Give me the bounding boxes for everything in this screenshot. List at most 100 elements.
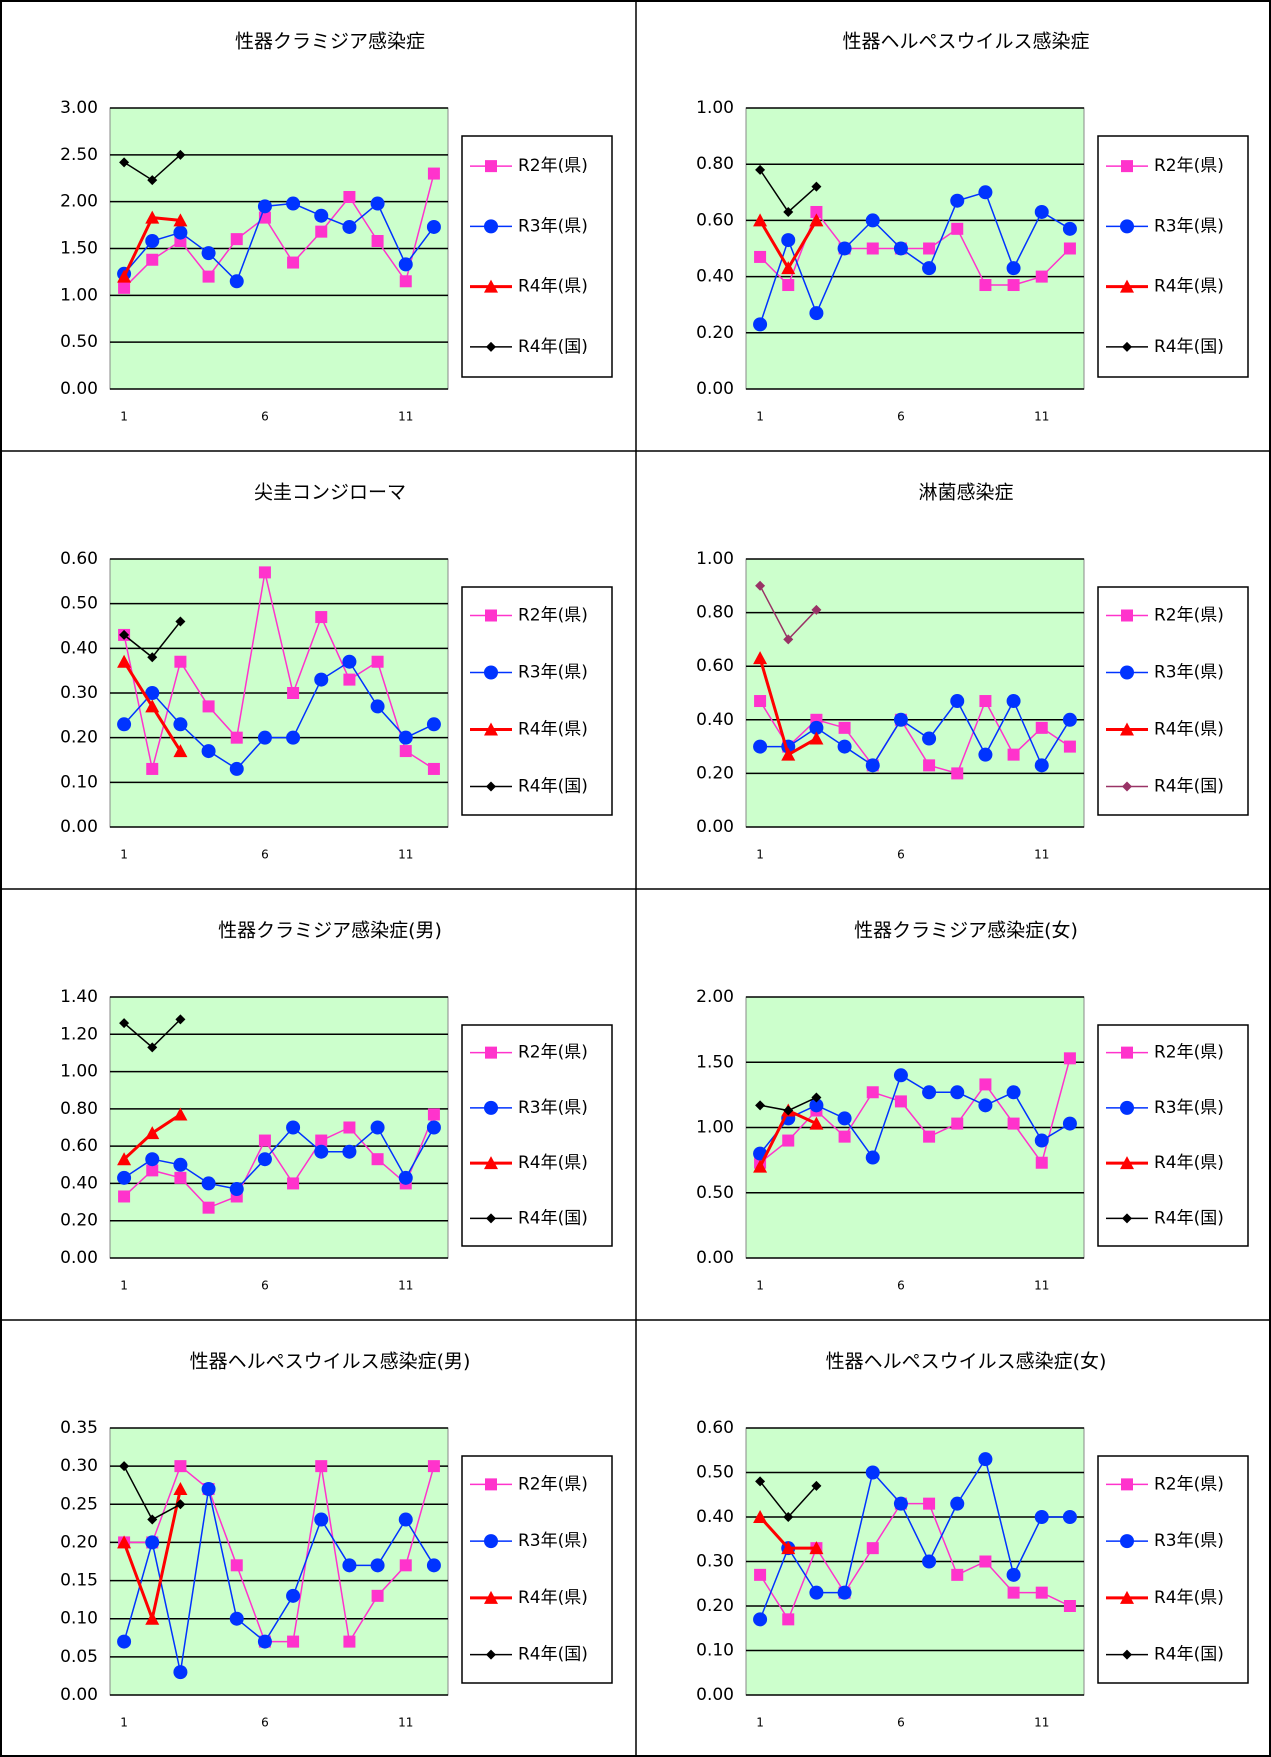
series-line	[123, 1488, 435, 1673]
chart-title: 性器クラミジア感染症(女)	[854, 920, 1078, 942]
marker	[1034, 204, 1049, 219]
marker	[951, 1568, 964, 1581]
chart-panel: 性器ヘルペスウイルス感染症(男) 0.00 0.05 0.10 0.15 0.20 0.25…	[60, 1351, 613, 1730]
marker	[173, 1107, 188, 1121]
marker	[257, 1152, 272, 1167]
y-tick-label: 1.50	[696, 1052, 734, 1072]
x-tick-label: 6	[261, 410, 269, 424]
marker	[1007, 748, 1020, 761]
marker	[753, 317, 768, 332]
marker	[371, 1153, 384, 1166]
marker	[781, 747, 796, 761]
y-tick-label: 0.50	[696, 1463, 734, 1483]
marker	[258, 1134, 271, 1147]
x-tick-label: 11	[1034, 1279, 1049, 1293]
y-tick-label: 1.20	[60, 1024, 98, 1044]
marker	[371, 655, 384, 668]
marker	[753, 213, 768, 227]
marker	[1062, 1116, 1077, 1131]
marker	[117, 1535, 132, 1549]
legend-label: R4年(国)	[1154, 777, 1224, 797]
marker	[257, 1634, 272, 1649]
marker	[370, 1558, 385, 1573]
marker	[753, 739, 768, 754]
marker	[315, 225, 328, 238]
marker	[230, 1559, 243, 1572]
legend-marker	[484, 1100, 498, 1115]
marker	[837, 241, 852, 256]
marker	[398, 730, 413, 745]
marker	[865, 213, 880, 228]
marker	[370, 196, 385, 211]
legend-label: R4年(県)	[518, 277, 588, 297]
chart-title: 性器クラミジア感染症(男)	[218, 920, 442, 942]
legend-label: R4年(県)	[518, 720, 588, 740]
marker	[342, 654, 357, 669]
legend-marker	[1122, 341, 1132, 352]
legend-marker	[1120, 1534, 1134, 1549]
marker	[287, 1177, 300, 1190]
marker	[174, 655, 187, 668]
marker	[174, 1460, 187, 1473]
marker	[1035, 721, 1048, 734]
marker	[229, 1611, 244, 1626]
legend-marker	[484, 1534, 498, 1549]
legend-label: R2年(県)	[1154, 156, 1224, 176]
marker	[781, 1541, 796, 1555]
marker	[951, 767, 964, 780]
x-tick-label: 1	[756, 848, 764, 862]
chart-panel: 性器ヘルペスウイルス感染症(女) 0.00 0.10 0.20 0.30 0.40 0.50…	[696, 1351, 1249, 1730]
y-tick-label: 0.00	[696, 1248, 734, 1268]
marker	[783, 1512, 794, 1522]
marker	[811, 1092, 822, 1103]
marker	[175, 1499, 186, 1510]
x-tick-label: 1	[756, 410, 764, 424]
marker	[979, 695, 992, 708]
y-tick-label: 0.20	[696, 1596, 734, 1616]
marker	[753, 1612, 768, 1627]
legend-box	[461, 1024, 613, 1247]
chart-panel: 性器クラミジア感染症(女) 0.00 0.50 1.00 1.50 2.00 1 6 11 R2年…	[696, 920, 1249, 1293]
marker	[978, 1098, 993, 1113]
marker	[399, 275, 412, 288]
legend-marker	[1120, 1156, 1134, 1170]
marker	[426, 1558, 441, 1573]
marker	[1034, 758, 1049, 773]
marker	[201, 1482, 216, 1497]
marker	[174, 1171, 187, 1184]
marker	[230, 233, 243, 246]
chart-panel: 性器クラミジア感染症(男) 0.00 0.20 0.40 0.60 0.80 1.00 1.2…	[60, 920, 613, 1293]
marker	[117, 269, 132, 283]
y-tick-label: 1.50	[60, 239, 98, 259]
y-tick-label: 0.00	[696, 817, 734, 837]
marker	[343, 1121, 356, 1134]
legend-label: R3年(県)	[518, 1531, 588, 1551]
series-line	[123, 572, 435, 770]
marker	[754, 1568, 767, 1581]
marker	[755, 580, 766, 591]
marker	[1062, 1510, 1077, 1524]
marker	[147, 1514, 158, 1525]
marker	[1063, 1600, 1076, 1612]
marker	[1006, 261, 1021, 276]
marker	[755, 164, 766, 175]
y-tick-label: 0.35	[60, 1418, 98, 1438]
y-tick-label: 0.05	[60, 1647, 98, 1667]
x-tick-label: 1	[756, 1716, 764, 1730]
marker	[950, 1085, 965, 1100]
y-tick-label: 0.50	[60, 332, 98, 352]
marker	[427, 167, 440, 180]
marker	[287, 256, 300, 269]
marker	[201, 246, 216, 261]
y-tick-label: 0.30	[60, 683, 98, 703]
legend-label: R2年(県)	[1154, 1474, 1224, 1494]
marker	[342, 1144, 357, 1159]
y-tick-label: 1.00	[696, 549, 734, 569]
marker	[811, 604, 822, 615]
marker	[1006, 1567, 1021, 1582]
legend-label: R2年(県)	[518, 1474, 588, 1494]
y-tick-label: 0.00	[696, 379, 734, 399]
marker	[371, 1589, 384, 1602]
legend-label: R3年(県)	[1154, 1098, 1224, 1118]
